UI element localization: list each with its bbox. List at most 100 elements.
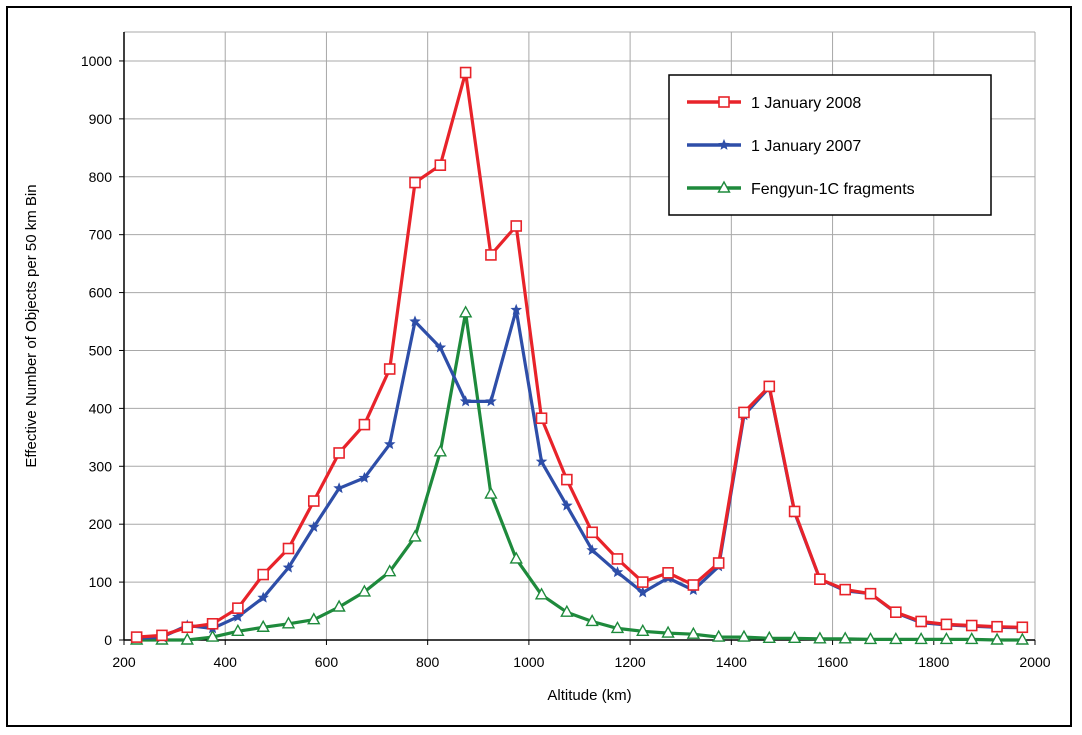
data-point [560,604,574,617]
y-tick-label: 900 [89,111,113,127]
data-point [762,630,776,643]
y-tick-label: 100 [89,574,113,590]
data-point [510,303,523,315]
data-point [130,631,143,643]
data-point [257,568,269,581]
data-point [718,96,730,108]
data-point [181,621,194,634]
data-point [813,631,827,644]
data-point [535,455,548,467]
data-point [231,623,245,637]
legend-item: 1 January 2007 [687,138,861,155]
data-point [384,438,396,450]
data-point [307,612,321,625]
y-tick-label: 200 [89,516,113,532]
data-point [965,631,979,645]
x-tick-label: 1200 [615,654,646,670]
data-point [636,586,649,598]
legend-label: Fengyun-1C fragments [751,181,915,198]
data-point [408,529,422,542]
data-point [282,561,295,573]
x-tick-label: 800 [416,654,440,670]
data-point [636,576,649,588]
data-point [459,395,472,407]
y-tick-label: 300 [89,458,113,474]
data-point [535,412,548,425]
data-point [863,631,878,645]
y-tick-label: 1000 [81,53,112,69]
x-tick-label: 2000 [1019,654,1050,670]
data-point [409,176,421,189]
data-point [458,305,473,318]
data-point [282,542,295,555]
y-tick-label: 800 [89,169,113,185]
x-tick-label: 1000 [513,654,544,670]
data-point [358,418,371,431]
legend-label: 1 January 2007 [751,138,861,155]
x-tick-label: 200 [112,654,136,670]
data-point [636,623,650,637]
data-point [409,315,421,327]
y-tick-label: 0 [104,632,112,648]
data-point [307,521,320,532]
data-point [585,614,599,627]
data-point [1016,621,1029,634]
data-point [610,620,625,634]
data-point [990,632,1004,645]
data-point [738,406,750,419]
data-point [1015,632,1030,645]
data-point [256,619,270,632]
data-point [333,482,345,494]
data-point [914,631,928,645]
y-tick-label: 700 [89,227,113,243]
y-axis-label: Effective Number of Objects per 50 km Bi… [23,184,40,467]
legend-item: Fengyun-1C fragments [687,180,915,198]
data-point [611,553,624,565]
data-point [965,619,978,632]
x-tick-label: 1400 [716,654,747,670]
data-point [232,610,244,622]
data-point [586,526,598,539]
data-point [358,471,371,483]
data-point [434,341,447,353]
legend-item: 1 January 2008 [687,95,861,112]
data-point [534,587,549,600]
data-point [686,626,701,639]
data-point [662,567,674,579]
data-point [156,629,168,642]
data-point [485,395,497,407]
data-point [712,557,725,569]
data-point [661,625,675,638]
data-point [687,579,700,591]
data-point [890,606,902,619]
series-1-january-2008 [130,66,1029,643]
x-tick-label: 1800 [918,654,949,670]
data-point [484,486,498,499]
data-point [434,159,447,171]
data-point [737,629,751,642]
y-tick-label: 400 [89,400,113,416]
data-point [718,138,730,150]
data-point [332,599,346,612]
data-point [206,617,219,630]
data-point [864,587,877,600]
data-point [889,631,903,645]
data-point [281,616,296,629]
data-point [180,632,194,645]
data-point [561,499,573,511]
x-tick-label: 600 [315,654,339,670]
data-point [839,583,852,596]
x-tick-label: 1600 [817,654,848,670]
data-point [205,629,220,642]
data-point [433,444,448,457]
legend: 1 January 2008 1 January 2007 Fengyun-1C f… [668,74,992,216]
x-axis-label: Altitude (km) [547,687,631,704]
data-point [788,505,801,518]
legend-label: 1 January 2008 [751,95,861,112]
data-point [763,380,776,393]
data-point [509,551,523,564]
data-point [485,249,497,261]
data-point [510,220,523,232]
data-point [939,631,954,645]
